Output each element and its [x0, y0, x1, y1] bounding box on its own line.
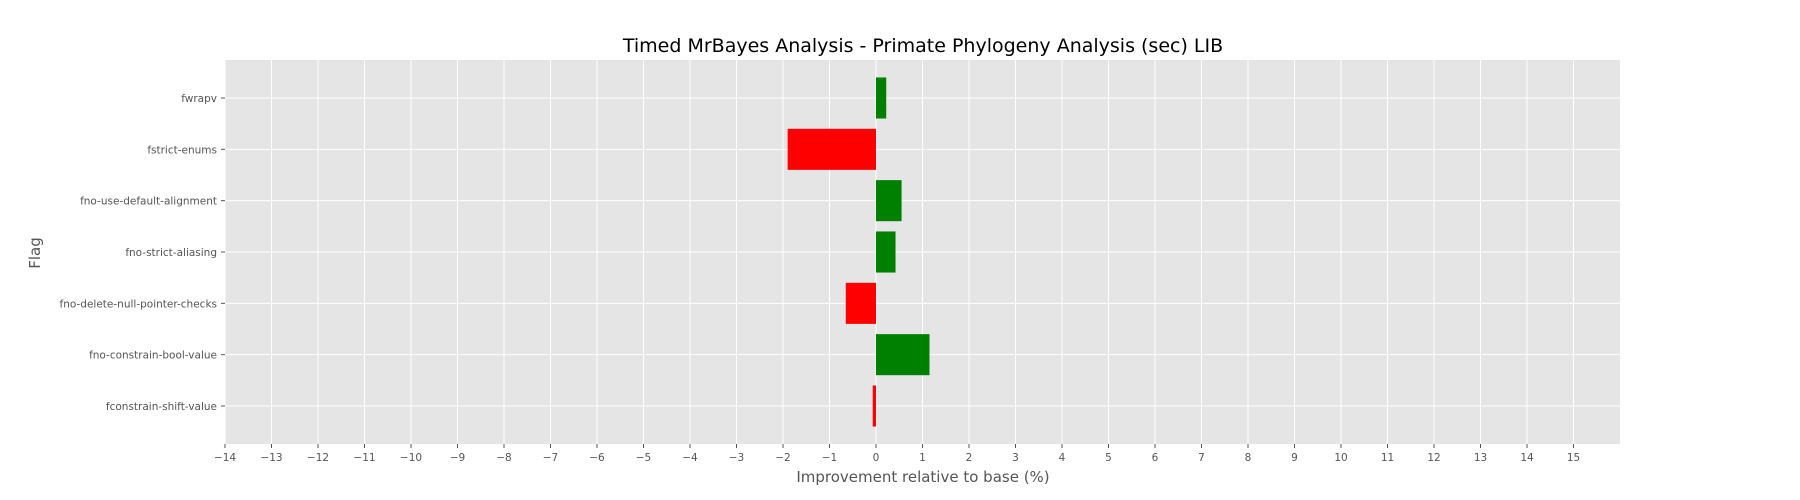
bar-fno-delete-null-pointer-checks	[845, 282, 876, 324]
x-tick-label: 2	[966, 452, 973, 464]
x-tick-label: −4	[682, 452, 698, 464]
y-tick-label: fno-strict-aliasing	[125, 247, 217, 259]
bar-fno-constrain-bool-value	[876, 334, 930, 376]
chart-title: Timed MrBayes Analysis - Primate Phyloge…	[622, 35, 1223, 57]
y-tick-label: fno-constrain-bool-value	[89, 350, 217, 362]
x-axis-ticks: −14 −13 −12 −11 −10 −9 −8 −7 −6 −5 −4 −3 −2 −1 0 1 2 3 4 5 6…	[214, 444, 1580, 464]
x-tick-label: 0	[873, 452, 880, 464]
x-tick-label: 5	[1105, 452, 1112, 464]
x-tick-label: 14	[1520, 452, 1534, 464]
x-tick-label: −7	[543, 452, 558, 464]
y-tick-label: fwrapv	[181, 93, 217, 105]
grid-lines	[224, 60, 1620, 444]
x-tick-label: −1	[822, 452, 837, 464]
x-tick-label: 10	[1334, 452, 1347, 464]
y-tick-label: fconstrain-shift-value	[106, 401, 217, 413]
x-tick-label: 6	[1152, 452, 1159, 464]
x-tick-label: 13	[1474, 452, 1487, 464]
x-tick-label: −11	[353, 452, 375, 464]
x-tick-label: 3	[1012, 452, 1019, 464]
x-tick-label: 8	[1245, 452, 1252, 464]
x-tick-label: −6	[589, 452, 605, 464]
y-axis-label: Flag	[26, 237, 44, 269]
x-tick-label: 15	[1567, 452, 1580, 464]
y-axis-ticks: fwrapv fstrict-enums fno-use-default-align…	[60, 93, 225, 413]
x-tick-label: −10	[400, 452, 422, 464]
x-tick-label: −5	[636, 452, 651, 464]
x-axis-label: Improvement relative to base (%)	[796, 468, 1049, 486]
x-tick-label: −8	[496, 452, 511, 464]
y-tick-label: fno-delete-null-pointer-checks	[60, 298, 217, 310]
x-tick-label: 11	[1381, 452, 1394, 464]
x-tick-label: −2	[775, 452, 790, 464]
y-tick-label: fstrict-enums	[147, 144, 217, 156]
x-tick-label: 12	[1427, 452, 1440, 464]
bars-group	[787, 77, 930, 427]
bar-fconstrain-shift-value	[872, 385, 876, 427]
bar-fno-use-default-alignment	[876, 180, 902, 222]
x-tick-label: 4	[1059, 452, 1066, 464]
x-tick-label: −14	[214, 452, 236, 464]
bar-fno-strict-aliasing	[876, 231, 896, 273]
x-tick-label: 7	[1198, 452, 1205, 464]
x-tick-label: 1	[919, 452, 926, 464]
x-tick-label: −12	[307, 452, 329, 464]
bar-fstrict-enums	[787, 128, 876, 170]
bar-fwrapv	[876, 77, 887, 119]
x-tick-label: 9	[1291, 452, 1298, 464]
x-tick-label: −3	[729, 452, 744, 464]
x-tick-label: −9	[450, 452, 465, 464]
y-tick-label: fno-use-default-alignment	[80, 196, 217, 208]
x-tick-label: −13	[260, 452, 282, 464]
